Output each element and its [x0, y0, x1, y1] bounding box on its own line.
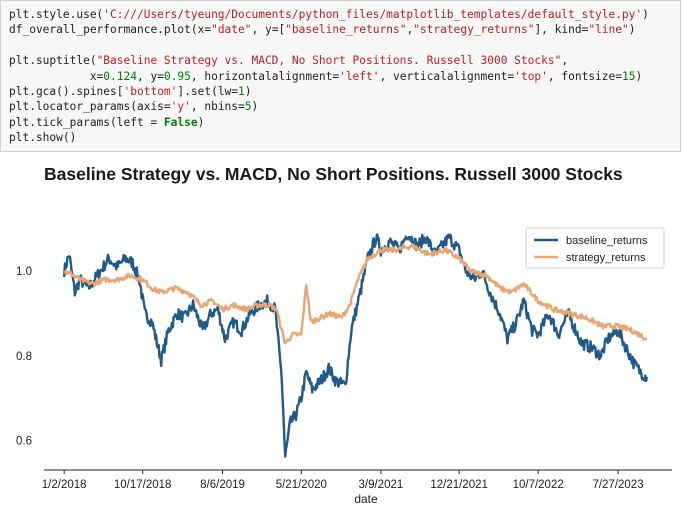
code-token: ].set(lw=: [177, 84, 239, 98]
code-token: df_overall_performance.plot(x=: [9, 23, 212, 37]
code-token: ): [635, 69, 643, 83]
x-axis-label: date: [354, 492, 378, 506]
code-token: 'top': [514, 69, 548, 83]
code-token: , fontsize=: [547, 69, 622, 83]
code-token: plt.tick_params(left =: [9, 115, 164, 129]
code-token: ): [628, 23, 636, 37]
code-token: 'C:///Users/tyeung/Documents/python_file…: [103, 8, 643, 21]
code-line: plt.style.use('C:///Users/tyeung/Documen…: [9, 7, 672, 22]
x-tick-label: 5/21/2020: [276, 479, 327, 491]
code-token: plt.style.use(: [9, 8, 104, 21]
code-token: 5: [244, 100, 252, 114]
x-tick-label: 7/27/2023: [592, 479, 643, 491]
code-line: plt.suptitle("Baseline Strategy vs. MACD…: [9, 53, 672, 68]
code-token: , y=[: [251, 23, 286, 37]
legend-box: [525, 227, 665, 269]
code-token: plt.locator_params(axis=: [9, 100, 171, 114]
y-tick-label: 1.0: [16, 266, 32, 278]
code-token: plt.suptitle(: [9, 54, 97, 68]
code-token: plt.gca().spines[: [9, 84, 124, 98]
code-line: plt.locator_params(axis='y', nbins=5): [9, 99, 672, 114]
code-token: "baseline_returns": [285, 23, 407, 37]
code-token: ): [197, 115, 205, 129]
code-token: "Baseline Strategy vs. MACD, No Short Po…: [96, 54, 562, 68]
code-token: 'bottom': [123, 84, 178, 98]
series-line-baseline_returns: [63, 233, 649, 458]
code-token: ,: [406, 23, 414, 37]
y-tick-label: 0.6: [16, 435, 32, 447]
code-token: ): [244, 84, 252, 98]
code-line: plt.show(): [9, 130, 672, 145]
code-token: , verticalalignment=: [379, 69, 515, 83]
x-tick-label: 10/17/2018: [114, 479, 172, 491]
code-cell[interactable]: plt.style.use('C:///Users/tyeung/Documen…: [0, 0, 681, 152]
legend-label: strategy_returns: [566, 252, 646, 264]
code-token: 'y': [170, 100, 191, 114]
code-token: "line": [588, 23, 629, 37]
code-token: 15: [622, 69, 636, 83]
code-token: ): [251, 100, 259, 114]
series-line-strategy_returns: [63, 243, 648, 345]
code-line: [9, 38, 672, 53]
code-line: x=0.124, y=0.95, horizontalalignment='le…: [9, 69, 672, 84]
code-token: , y=: [136, 69, 164, 83]
code-token: ], kind=: [534, 23, 589, 37]
line-chart: 1/2/2018 10/17/2018 8/6/2019 5/21/2020 3/9/2…: [16, 227, 672, 506]
x-tick-label: 3/9/2021: [359, 479, 404, 491]
x-tick-label: 10/7/2022: [513, 479, 564, 491]
code-token: 0.95: [163, 69, 191, 83]
code-token: ): [642, 8, 649, 21]
code-token: False: [163, 115, 198, 129]
code-token: , nbins=: [190, 100, 245, 114]
code-token: 1: [238, 84, 245, 98]
chart-container: Baseline Strategy vs. MACD, No Short Pos…: [0, 152, 683, 519]
code-token: , horizontalalignment=: [190, 69, 340, 83]
code-line: plt.tick_params(left = False): [9, 115, 672, 130]
legend-label: baseline_returns: [566, 235, 648, 247]
code-line: plt.gca().spines['bottom'].set(lw=1): [9, 84, 672, 99]
y-tick-label: 0.8: [16, 351, 32, 363]
code-token: x=: [9, 69, 104, 83]
x-tick-label: 12/21/2021: [430, 479, 488, 491]
legend: baseline_returns strategy_returns: [525, 227, 665, 269]
code-token: "date": [211, 23, 252, 37]
chart-title: Baseline Strategy vs. MACD, No Short Pos…: [44, 164, 623, 184]
x-tick-label: 1/2/2018: [42, 479, 87, 491]
x-tick-label: 8/6/2019: [200, 479, 245, 491]
code-token: 'left': [339, 69, 380, 83]
code-token: 0.124: [103, 69, 137, 83]
code-token: ,: [561, 54, 569, 68]
code-token: "strategy_returns": [413, 23, 535, 37]
code-token: plt.show(): [9, 131, 77, 145]
code-line: df_overall_performance.plot(x="date", y=…: [9, 22, 672, 37]
